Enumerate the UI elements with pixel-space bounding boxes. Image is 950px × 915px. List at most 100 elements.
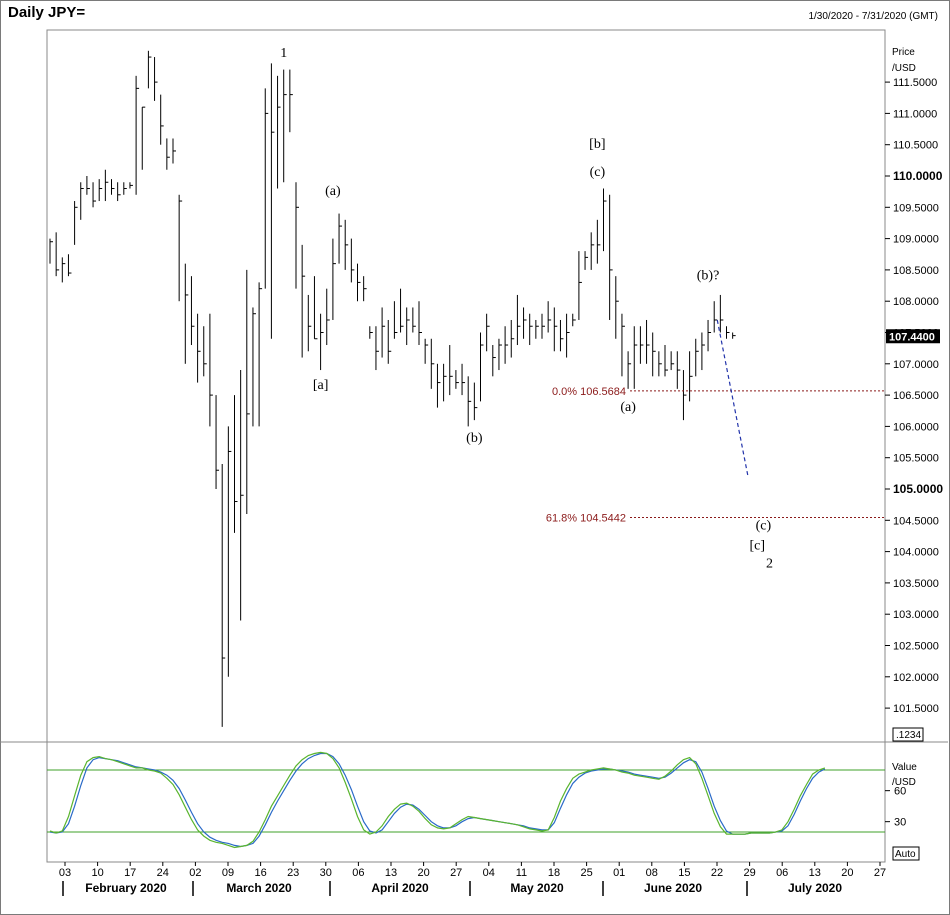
indicator-tick-label: 60 [894, 786, 906, 798]
ohlc-bar [104, 169, 109, 202]
month-label: June 2020 [644, 881, 702, 895]
ohlc-bar [584, 251, 589, 270]
ohlc-bar [387, 319, 392, 364]
ohlc-bar [129, 182, 133, 189]
ohlc-bar [277, 75, 281, 189]
ohlc-bar [676, 351, 681, 389]
price-tick-label: 107.0000 [893, 359, 939, 371]
ohlc-bar [141, 106, 146, 170]
day-tick-label: 24 [157, 867, 169, 879]
ohlc-bar [430, 338, 435, 389]
wave-label: [b] [589, 137, 605, 152]
ohlc-bar [221, 463, 226, 727]
ohlc-bar [719, 294, 724, 333]
ohlc-bar [135, 75, 140, 195]
ohlc-bar [190, 276, 195, 346]
ohlc-bar [473, 382, 478, 421]
ohlc-bar [326, 288, 330, 346]
ohlc-bar [123, 182, 127, 195]
day-tick-label: 30 [320, 867, 332, 879]
day-tick-label: 01 [613, 867, 625, 879]
day-tick-label: 10 [91, 867, 103, 879]
ohlc-bar [313, 276, 318, 340]
day-tick-label: 29 [743, 867, 755, 879]
ohlc-bar [682, 370, 687, 421]
ohlc-bar [639, 326, 644, 364]
ohlc-bar [701, 332, 705, 371]
price-tick-label: 109.0000 [893, 234, 939, 246]
ohlc-bar [178, 194, 183, 302]
day-tick-label: 13 [809, 867, 821, 879]
ohlc-bar [209, 313, 213, 427]
ohlc-bar [172, 138, 176, 164]
day-tick-label: 03 [59, 867, 71, 879]
price-tick-label: 109.5000 [893, 202, 939, 214]
ohlc-bar [332, 238, 336, 320]
fib-label: 61.8% 104.5442 [546, 513, 626, 525]
wave-label: (b) [466, 431, 483, 446]
plot-borders [0, 29, 948, 863]
day-tick-label: 11 [516, 867, 527, 879]
month-label: February 2020 [85, 881, 167, 895]
chart-title: Daily JPY= [8, 4, 86, 21]
ohlc-bar [615, 276, 619, 339]
ohlc-bar [535, 319, 539, 339]
stochastic-indicator [47, 751, 885, 849]
ohlc-bar [461, 363, 466, 396]
month-label: May 2020 [510, 881, 564, 895]
ohlc-bar [455, 370, 459, 389]
price-tick-label: 101.5000 [893, 703, 939, 715]
ohlc-bar [74, 201, 78, 245]
day-tick-label: 06 [352, 867, 364, 879]
day-tick-label: 18 [548, 867, 560, 879]
ohlc-bar [166, 138, 170, 170]
ohlc-bar [117, 182, 121, 202]
ohlc-bar [566, 313, 570, 358]
ohlc-bar [344, 219, 349, 270]
price-tick-label: 110.0000 [893, 169, 943, 183]
ohlc-bar [523, 307, 527, 339]
ohlc-bar [664, 345, 668, 377]
ohlc-bar [726, 326, 730, 339]
price-tick-label: 111.5000 [893, 77, 937, 89]
ohlc-bar [258, 282, 263, 427]
ohlc-bar [596, 219, 601, 264]
ohlc-bar [603, 188, 607, 252]
price-axis-unit: /USD [892, 63, 916, 74]
ohlc-bar [147, 50, 152, 89]
ohlc-bar [375, 326, 379, 371]
ohlc-bar [252, 307, 256, 427]
price-tick-label: 111.0000 [893, 108, 937, 120]
auto-button [892, 846, 920, 861]
ohlc-bar [61, 257, 66, 283]
time-axis: 03 10 17 24 02 09 16 23 30 06 13 20 27 04 11 18 25 01 08 15… [59, 862, 886, 896]
ohlc-bar [49, 238, 53, 264]
ohlc-bar [670, 351, 675, 371]
ohlc-bar [424, 338, 429, 364]
ohlc-bar [529, 313, 533, 346]
month-label: March 2020 [226, 881, 292, 895]
wave-label: (b)? [697, 268, 720, 283]
ohlc-bar [510, 319, 515, 358]
month-label: July 2020 [788, 881, 842, 895]
date-range: 1/30/2020 - 7/31/2020 (GMT) [808, 11, 938, 22]
ohlc-bar [609, 194, 613, 320]
ohlc-bar [86, 176, 90, 195]
ohlc-bar [480, 332, 484, 402]
ohlc-bar [646, 319, 650, 364]
ohlc-bar [363, 276, 367, 302]
ohlc-bar [98, 179, 103, 202]
ohlc-bar [547, 301, 552, 333]
price-tick-label: 106.0000 [893, 421, 939, 433]
ohlc-bar [295, 182, 299, 289]
day-tick-label: 20 [841, 867, 853, 879]
price-tick-label: 110.5000 [893, 140, 938, 152]
ohlc-bar [160, 94, 164, 145]
ohlc-bar [357, 263, 361, 302]
day-tick-label: 04 [483, 867, 495, 879]
indicator-axis-label: Value [892, 762, 917, 773]
wave-label: (a) [620, 400, 636, 415]
ohlc-bar [553, 307, 558, 352]
